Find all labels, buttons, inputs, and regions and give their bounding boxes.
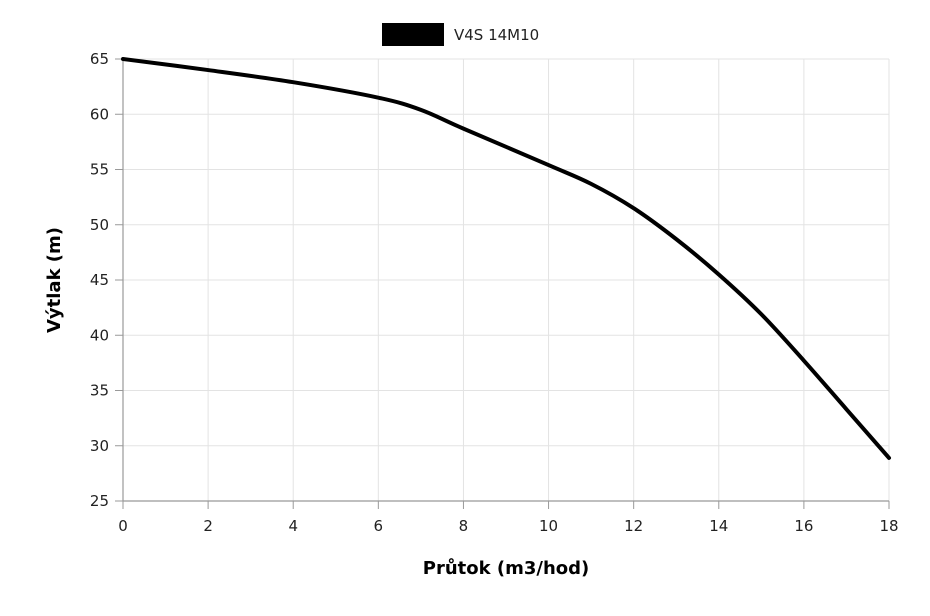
y-tick-label: 50 xyxy=(90,216,109,234)
x-tick-label: 14 xyxy=(709,517,728,535)
x-tick-label: 10 xyxy=(539,517,558,535)
x-tick-label: 18 xyxy=(879,517,898,535)
series-line xyxy=(121,57,891,460)
y-tick-label: 35 xyxy=(90,382,109,400)
x-tick-label: 16 xyxy=(794,517,813,535)
x-tick-label: 8 xyxy=(459,517,469,535)
x-axis-title: Průtok (m3/hod) xyxy=(423,557,589,579)
y-tick-labels: 25 30 35 40 45 50 55 60 65 xyxy=(90,50,109,510)
series-layer xyxy=(121,57,891,460)
legend[interactable]: V4S 14M10 xyxy=(382,23,539,46)
legend-swatch xyxy=(382,23,444,46)
y-tick-label: 45 xyxy=(90,271,109,289)
y-axis-title: Výtlak (m) xyxy=(44,227,65,333)
y-tick-label: 25 xyxy=(90,492,109,510)
x-tick-label: 6 xyxy=(374,517,384,535)
y-tick-label: 55 xyxy=(90,161,109,179)
y-tick-label: 65 xyxy=(90,50,109,68)
x-tick-label: 2 xyxy=(203,517,213,535)
x-tick-label: 0 xyxy=(118,517,128,535)
grid-lines xyxy=(122,58,890,502)
y-tick-label: 30 xyxy=(90,437,109,455)
x-tick-label: 12 xyxy=(624,517,643,535)
legend-label: V4S 14M10 xyxy=(454,26,539,44)
y-tick-label: 40 xyxy=(90,326,109,344)
axes xyxy=(115,58,890,509)
x-tick-label: 4 xyxy=(288,517,298,535)
y-tick-label: 60 xyxy=(90,105,109,123)
x-tick-labels: 0 2 4 6 8 10 12 14 16 18 xyxy=(118,517,898,535)
